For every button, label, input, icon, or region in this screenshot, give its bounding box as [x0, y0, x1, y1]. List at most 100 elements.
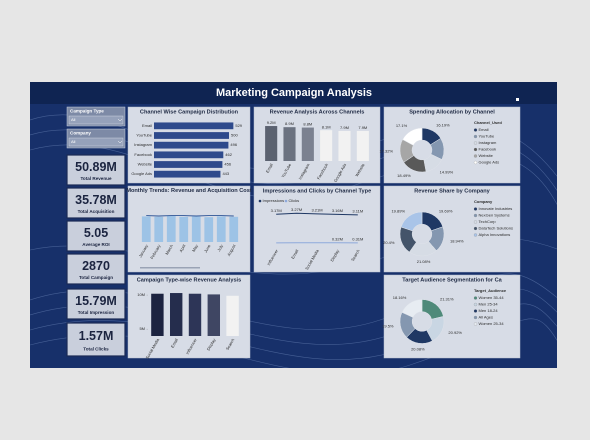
legend-label: Website	[479, 153, 494, 158]
value-label: 456	[224, 162, 231, 167]
legend-label: Men 25-34	[479, 302, 499, 307]
legend-swatch	[473, 220, 478, 224]
kpi-value: 5.05	[84, 226, 108, 240]
column	[229, 216, 239, 242]
bar	[154, 132, 229, 139]
value-label: 3.11M	[352, 208, 363, 213]
category-label: Facebook	[134, 152, 152, 157]
value-label: 529	[235, 123, 242, 128]
legend-swatch	[473, 134, 478, 139]
dropdown-value: All	[71, 117, 76, 122]
category-label: YouTube	[136, 133, 152, 138]
x-tick-label: July	[216, 244, 224, 253]
legend-swatch	[473, 315, 478, 320]
column	[141, 216, 151, 242]
slice-label: 19.69%	[439, 208, 453, 213]
legend-title: Channel_Used	[474, 120, 502, 125]
kpi-value: 35.78M	[75, 193, 117, 207]
column	[216, 216, 226, 242]
column	[169, 293, 183, 336]
slice-label: 20.08%	[411, 346, 425, 351]
kpi-value: 2870	[82, 259, 110, 273]
x-tick-label: Website	[354, 162, 366, 178]
dropdown[interactable]	[68, 115, 124, 125]
slice-label: 21.31%	[440, 297, 454, 302]
kpi-label: Total Campaign	[79, 275, 113, 280]
legend-swatch	[473, 233, 478, 237]
value-label: 496	[230, 142, 237, 147]
kpi-card	[66, 322, 126, 357]
slice-label: 21.08%	[417, 259, 431, 264]
slice-label: 19.5%	[382, 324, 394, 329]
bar	[154, 151, 224, 159]
slice-label: 16.19%	[436, 123, 450, 128]
dropdown-arrow	[117, 118, 123, 122]
legend-label: DataTech Solutions	[479, 226, 513, 231]
kpi-card	[66, 187, 126, 219]
slice-label: 20.4%	[383, 240, 395, 245]
slice-label: 18.16%	[393, 295, 407, 300]
slice-label: 17.32%	[379, 148, 393, 153]
kpi-card	[66, 154, 126, 186]
x-tick-label: June	[203, 243, 212, 254]
y-tick-label: 5M	[139, 326, 145, 331]
legend-label: Women 35-44	[479, 295, 505, 300]
legend-swatch	[473, 128, 478, 132]
column	[204, 217, 214, 242]
column	[207, 294, 221, 336]
panel-title: Impressions and Clicks by Channel Type	[263, 188, 371, 194]
x-tick-label: Search	[225, 338, 236, 351]
legend-swatch	[473, 147, 478, 152]
kpi-label: Total Acquisition	[78, 209, 115, 214]
category-label: Email	[142, 123, 152, 128]
legend-swatch	[473, 296, 478, 300]
kpi-label: Total Revenue	[80, 176, 112, 181]
dropdown-arrow	[117, 140, 123, 144]
scrollbar[interactable]	[140, 267, 200, 269]
legend-swatch	[473, 302, 478, 307]
column	[356, 130, 369, 161]
x-tick-label: Display	[206, 338, 217, 352]
value-label: 3.17M	[271, 208, 282, 213]
legend-swatch	[473, 207, 478, 211]
kpi-label: Average ROI	[82, 242, 109, 247]
legend-title: Company	[474, 199, 493, 204]
x-tick-label: March	[164, 244, 174, 256]
legend-swatch	[258, 199, 262, 203]
x-tick-label: August	[226, 243, 237, 257]
column	[320, 130, 333, 161]
legend-label: YouTube	[479, 134, 495, 139]
dropdown[interactable]	[68, 137, 124, 147]
slice-label: 20.92%	[448, 330, 462, 335]
legend-label: Clicks	[289, 198, 300, 203]
bar	[154, 161, 223, 168]
column	[166, 216, 176, 242]
value-label: 3.27M	[291, 207, 302, 212]
column	[265, 126, 278, 161]
column	[188, 293, 202, 336]
kpi-card	[66, 288, 126, 320]
bar	[154, 141, 229, 149]
focus-icon[interactable]	[516, 98, 519, 101]
column	[191, 216, 201, 242]
category-label: Instagram	[134, 142, 152, 147]
kpi-value: 15.79M	[75, 294, 117, 308]
value-label: 8.9M	[285, 121, 294, 126]
value-label: 3.21M	[311, 207, 322, 212]
value-label: 8.8M	[303, 122, 312, 127]
x-tick-label: Email	[290, 248, 299, 259]
value-label: 7.9M	[358, 125, 367, 130]
panel-title: Revenue Analysis Across Channels	[270, 109, 365, 115]
legend-label: NexGen Systems	[479, 213, 510, 218]
x-tick-label: Search	[350, 249, 361, 262]
legend-label: Google Ads	[479, 160, 500, 165]
donut-slice	[402, 127, 423, 146]
x-tick-label: May	[191, 244, 199, 253]
donut-slice	[401, 299, 423, 318]
value-label: 462	[225, 152, 232, 157]
legend-label: TechCorp	[479, 219, 497, 224]
legend-swatch	[473, 309, 478, 313]
x-tick-label: April	[178, 243, 186, 253]
donut-slice	[400, 211, 423, 232]
